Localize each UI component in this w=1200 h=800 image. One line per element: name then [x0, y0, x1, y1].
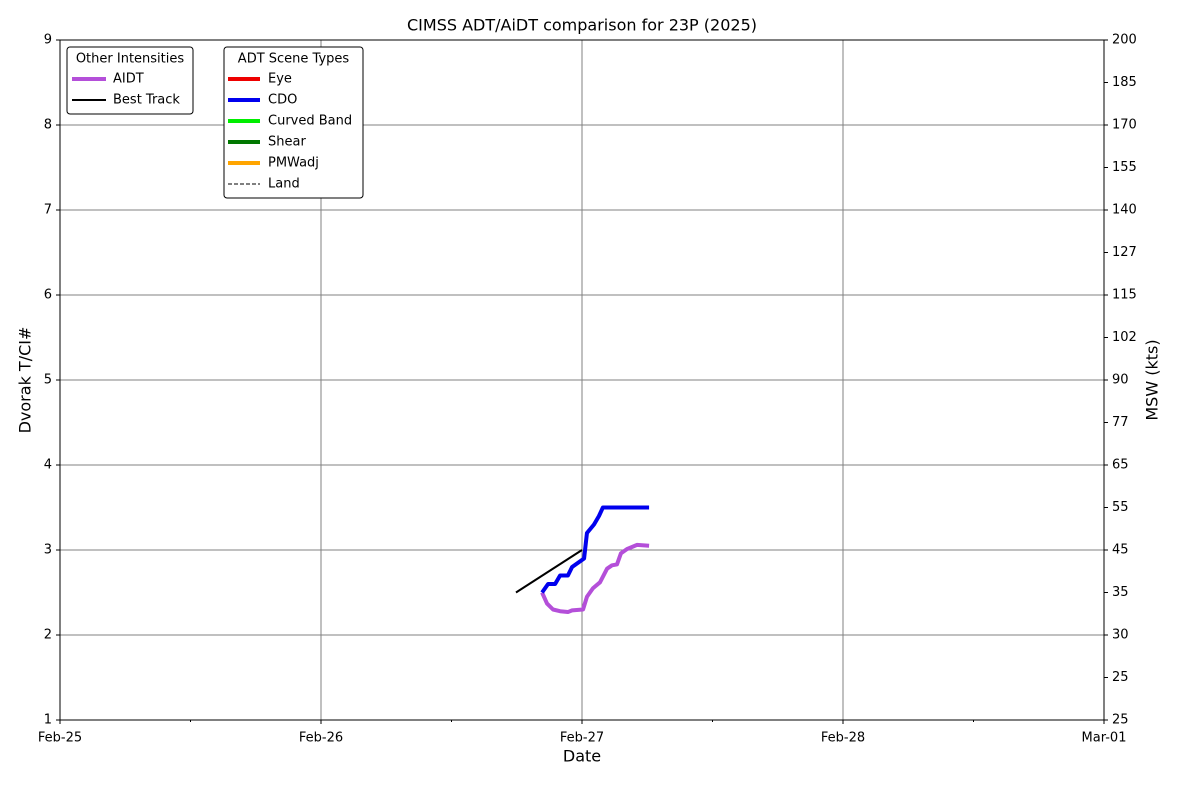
legend-title: ADT Scene Types	[238, 52, 350, 67]
legend-box	[223, 46, 364, 199]
y2-tick-label: 185	[1112, 75, 1137, 90]
legend-label: CDO	[268, 93, 297, 108]
y2-tick-label: 30	[1112, 628, 1129, 643]
y-tick-label: 3	[44, 543, 52, 558]
series-line	[540, 542, 650, 615]
y2-tick-label: 55	[1112, 500, 1129, 515]
y-tick-label: 7	[44, 203, 52, 218]
y2-tick-label: 77	[1112, 415, 1129, 430]
series-line	[515, 549, 583, 594]
y-tick-label: 4	[44, 458, 52, 473]
y2-tick-label: 200	[1112, 33, 1137, 48]
y2-tick-label: 90	[1112, 373, 1129, 388]
x-tick-label: Feb-27	[560, 731, 604, 746]
y-tick-label: 6	[44, 288, 52, 303]
y-tick-label: 5	[44, 373, 52, 388]
legend-label: Land	[268, 177, 300, 192]
legend-label: Eye	[268, 72, 292, 87]
legend-label: PMWadj	[268, 156, 319, 171]
y2-tick-label: 25	[1112, 670, 1129, 685]
y2-tick-label: 102	[1112, 330, 1137, 345]
legend-label: Shear	[268, 135, 306, 150]
y2-tick-label: 115	[1112, 288, 1137, 303]
y-tick-label: 2	[44, 628, 52, 643]
y2-tick-label: 127	[1112, 245, 1137, 260]
y-tick-label: 8	[44, 118, 52, 133]
x-tick-label: Feb-26	[299, 731, 343, 746]
series-line	[540, 505, 650, 594]
y2-tick-label: 45	[1112, 543, 1129, 558]
legend-label: Best Track	[113, 93, 180, 108]
legend-label: AIDT	[113, 72, 144, 87]
x-tick-label: Feb-28	[821, 731, 865, 746]
x-tick-label: Mar-01	[1082, 731, 1127, 746]
x-tick-label: Feb-25	[38, 731, 82, 746]
y-tick-label: 9	[44, 33, 52, 48]
y2-tick-label: 170	[1112, 118, 1137, 133]
y2-tick-label: 35	[1112, 585, 1129, 600]
y-axis-label: Dvorak T/CI#	[16, 327, 35, 434]
legend-box	[66, 46, 194, 115]
y2-tick-label: 155	[1112, 160, 1137, 175]
y2-tick-label: 65	[1112, 458, 1129, 473]
chart-title: CIMSS ADT/AiDT comparison for 23P (2025)	[407, 16, 757, 35]
y2-tick-label: 140	[1112, 203, 1137, 218]
y2-tick-label: 25	[1112, 713, 1129, 728]
y-tick-label: 1	[44, 713, 52, 728]
legend-label: Curved Band	[268, 114, 352, 129]
y2-axis-label: MSW (kts)	[1143, 339, 1162, 420]
plot-frame	[59, 39, 1105, 721]
x-axis-label: Date	[563, 747, 601, 766]
legend-title: Other Intensities	[76, 52, 185, 67]
